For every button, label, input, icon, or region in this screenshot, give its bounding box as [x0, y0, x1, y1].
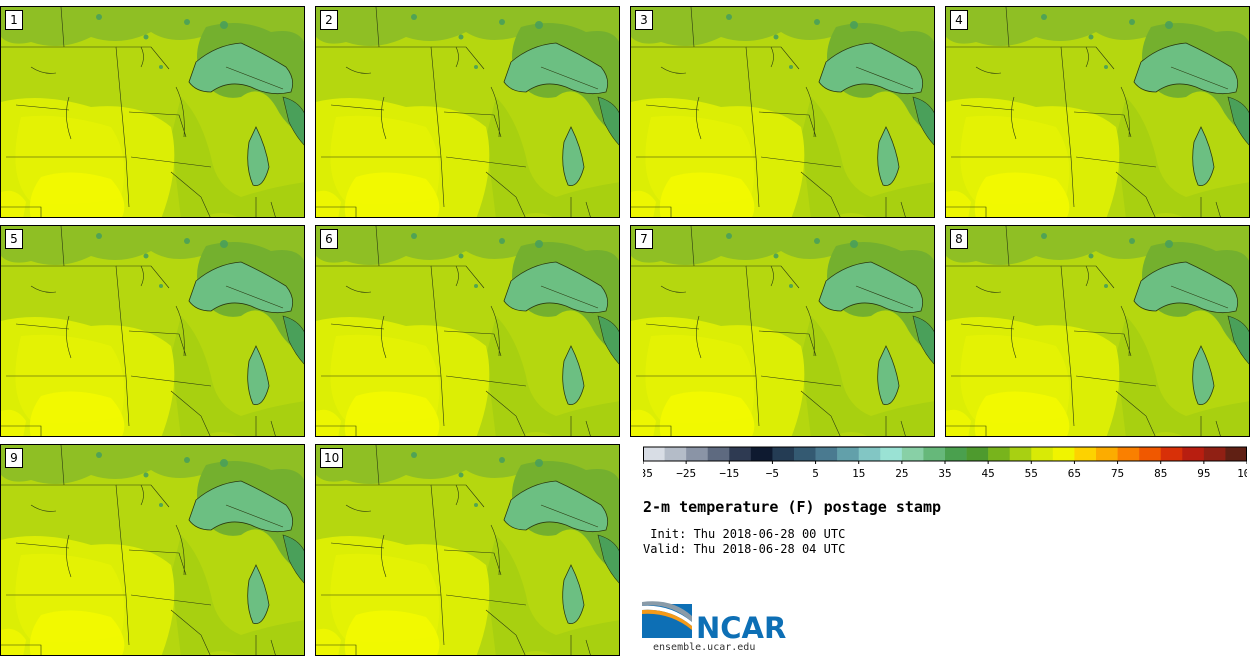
panel-number: 4 [950, 10, 968, 30]
panel-number: 6 [320, 229, 338, 249]
panel-number: 7 [635, 229, 653, 249]
map-panel: 4 [945, 6, 1250, 218]
panel-number: 10 [320, 448, 344, 468]
colorbar-swatch [880, 447, 903, 461]
colorbar-swatch [815, 447, 838, 461]
colorbar-tick-label: 15 [852, 467, 865, 480]
colorbar-swatch [1203, 447, 1226, 461]
colorbar-swatch [945, 447, 967, 461]
colorbar-swatch [643, 447, 665, 461]
colorbar-swatch [1117, 447, 1140, 461]
temperature-map [316, 7, 619, 217]
map-panel: 1 [0, 6, 305, 218]
colorbar-tick-label: 95 [1197, 467, 1210, 480]
panel-number: 2 [320, 10, 338, 30]
temperature-map [316, 226, 619, 436]
colorbar-swatch [707, 447, 730, 461]
temperature-map [1, 7, 304, 217]
panel-number: 3 [635, 10, 653, 30]
colorbar-tick-label: 35 [938, 467, 951, 480]
init-time: Init: Thu 2018-06-28 00 UTC [643, 527, 846, 541]
colorbar-swatch [750, 447, 773, 461]
colorbar-swatch [686, 447, 709, 461]
panel-number: 1 [5, 10, 23, 30]
colorbar-swatch [664, 447, 687, 461]
map-panel: 9 [0, 444, 305, 656]
colorbar-swatch [837, 447, 860, 461]
colorbar-tick-label: 25 [895, 467, 908, 480]
website-url: ensemble.ucar.edu [653, 642, 756, 653]
colorbar-tick-label: 45 [982, 467, 995, 480]
temperature-map [631, 7, 934, 217]
colorbar-swatch [1074, 447, 1097, 461]
panel-number: 9 [5, 448, 23, 468]
map-panel: 10 [315, 444, 620, 656]
colorbar-swatch [988, 447, 1011, 461]
colorbar-tick-label: −25 [676, 467, 696, 480]
colorbar-tick-label: −15 [719, 467, 739, 480]
colorbar-tick-label: 55 [1025, 467, 1038, 480]
colorbar-swatch [858, 447, 881, 461]
colorbar-tick-label: −35 [643, 467, 653, 480]
map-panel: 7 [630, 225, 935, 437]
colorbar-swatch [1031, 447, 1054, 461]
temperature-map [946, 7, 1249, 217]
colorbar-swatch [772, 447, 795, 461]
colorbar-tick-label: −5 [766, 467, 779, 480]
map-panel: 5 [0, 225, 305, 437]
temperature-map [1, 226, 304, 436]
map-panel: 6 [315, 225, 620, 437]
colorbar-swatch [923, 447, 946, 461]
colorbar-swatch [729, 447, 752, 461]
temperature-map [946, 226, 1249, 436]
map-panel: 2 [315, 6, 620, 218]
colorbar-swatch [1096, 447, 1118, 461]
temperature-colorbar: −35−25−15−55152535455565758595105115 [643, 446, 1247, 480]
colorbar-swatch [1139, 447, 1162, 461]
colorbar-tick-label: 65 [1068, 467, 1081, 480]
colorbar-swatch [1160, 447, 1183, 461]
temperature-map [631, 226, 934, 436]
colorbar-swatch [794, 447, 816, 461]
temperature-map [316, 445, 619, 655]
colorbar-swatch [966, 447, 989, 461]
colorbar-swatch [901, 447, 924, 461]
colorbar-swatch [1225, 447, 1247, 461]
map-panel: 3 [630, 6, 935, 218]
temperature-map [1, 445, 304, 655]
colorbar-swatch [1182, 447, 1205, 461]
colorbar-swatch [1009, 447, 1032, 461]
colorbar-tick-label: 85 [1154, 467, 1167, 480]
chart-title: 2-m temperature (F) postage stamp [643, 498, 942, 516]
colorbar-tick-label: 5 [812, 467, 819, 480]
colorbar-tick-label: 75 [1111, 467, 1124, 480]
panel-number: 8 [950, 229, 968, 249]
colorbar-swatch [1052, 447, 1075, 461]
colorbar-tick-label: 105 [1237, 467, 1247, 480]
panel-number: 5 [5, 229, 23, 249]
map-panel: 8 [945, 225, 1250, 437]
valid-time: Valid: Thu 2018-06-28 04 UTC [643, 542, 846, 556]
ncar-logo: NCAR [642, 601, 786, 644]
logo-text: NCAR [696, 611, 786, 644]
